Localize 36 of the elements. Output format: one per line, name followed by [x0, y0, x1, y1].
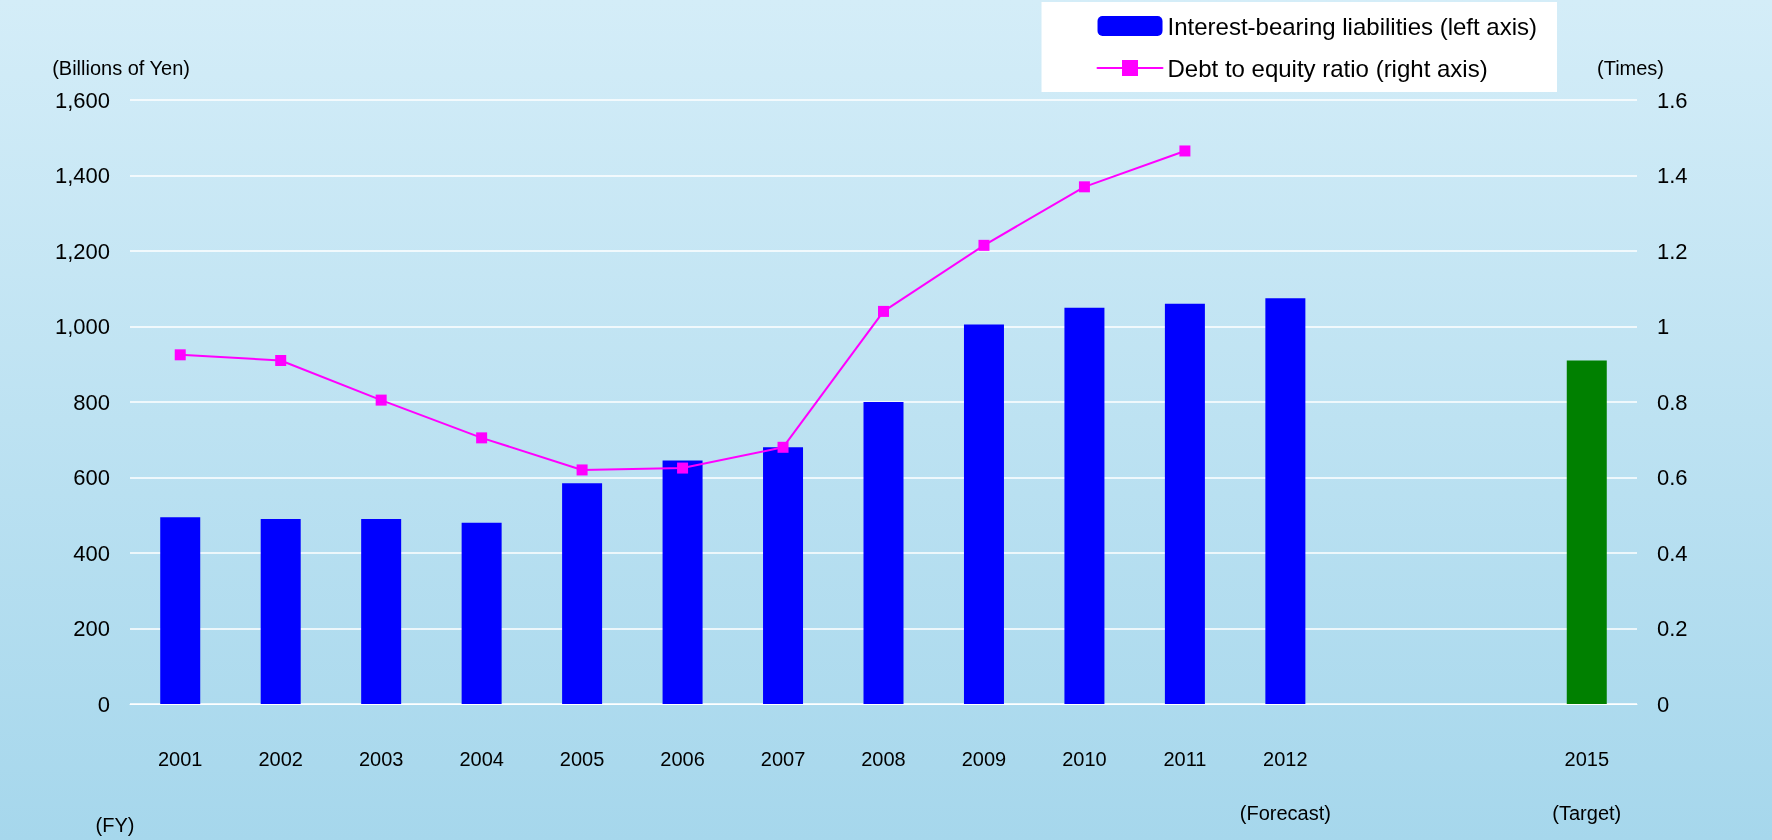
y2-tick-label: 0.8	[1657, 389, 1688, 415]
x-tick-label: 2003	[358, 748, 404, 770]
x-tick-label: 2010	[1062, 748, 1107, 770]
category-label: 2012 (Forecast)	[1239, 748, 1331, 824]
y2-tick-label: 0.2	[1657, 616, 1688, 641]
y2-tick-label: 1.6	[1657, 87, 1688, 113]
y-tick-label: 200	[73, 616, 110, 641]
x-tick-label: 2004	[459, 748, 504, 770]
x-tick-label: 2007	[760, 748, 806, 770]
legend-label: Debt to equity ratio (right axis)	[1167, 54, 1488, 82]
x-tick-label: 2001	[157, 748, 203, 770]
y2-tick-label: 1	[1657, 314, 1670, 339]
x-tick-label: 2008	[861, 748, 906, 770]
y-tick-label: 1,000	[54, 314, 110, 339]
x-axis-title: (FY)	[95, 814, 135, 836]
x-tick-label: 2009	[961, 748, 1007, 770]
y2-axis-title: (Times)	[1597, 57, 1665, 79]
y2-tick-label: 0.4	[1657, 540, 1688, 566]
x-tick-label: 2002	[258, 748, 303, 770]
category-label: 2015 (Target)	[1552, 748, 1622, 824]
y-tick-label: 800	[73, 389, 110, 415]
y-tick-label: 400	[73, 540, 110, 566]
x-tick-label: 2006	[660, 748, 705, 770]
y2-tick-label: 1.2	[1657, 238, 1688, 264]
legend-label: Interest-bearing liabilities (left axis)	[1167, 12, 1537, 40]
y2-tick-label: 0	[1657, 691, 1670, 717]
y2-tick-label: 1.4	[1657, 163, 1688, 188]
y-tick-label: 1,200	[54, 238, 110, 264]
y-tick-label: 1,400	[54, 163, 110, 188]
x-tick-label: 2011	[1163, 748, 1207, 770]
y-tick-label: 1,600	[54, 87, 110, 113]
y-tick-label: 600	[73, 465, 110, 490]
y2-tick-label: 0.6	[1657, 465, 1688, 490]
y-tick-label: 0	[97, 691, 110, 717]
y-axis-title: (Billions of Yen)	[52, 57, 190, 79]
x-tick-label: 2005	[559, 748, 605, 770]
